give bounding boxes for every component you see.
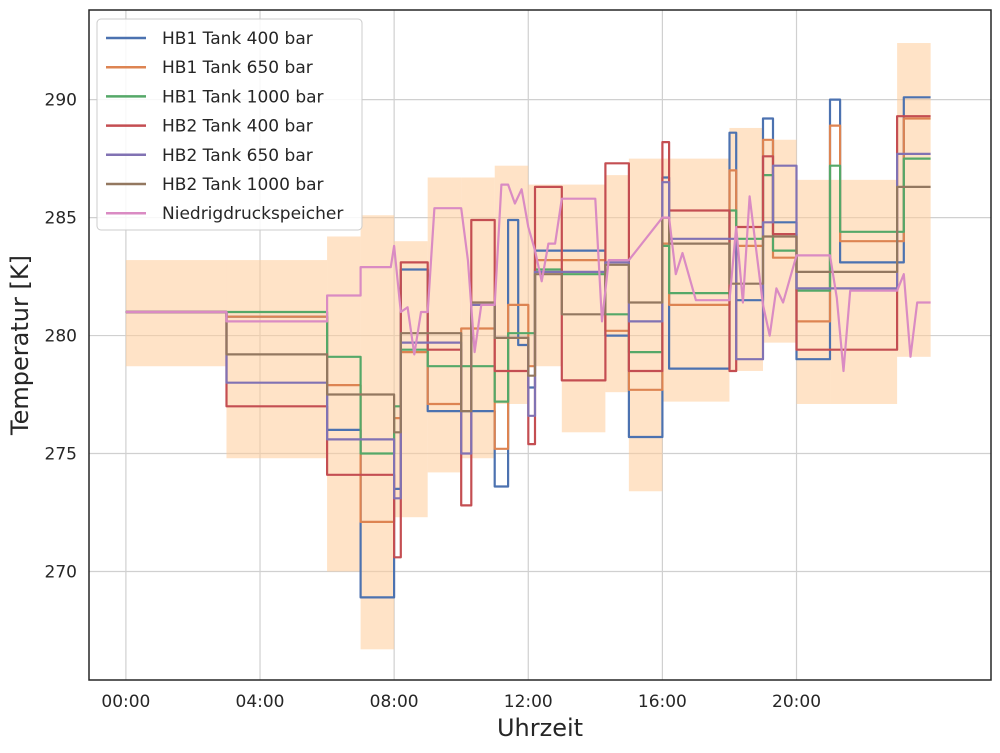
uncertainty-band (528, 184, 562, 367)
y-tick-label: 270 (45, 562, 77, 582)
uncertainty-band (561, 184, 606, 433)
y-tick-label: 285 (45, 209, 77, 229)
x-tick-label: 08:00 (370, 692, 419, 712)
y-tick-label: 280 (45, 327, 77, 347)
y-tick-label: 275 (45, 445, 77, 465)
plot-frame (88, 9, 992, 681)
uncertainty-band (605, 175, 629, 393)
uncertainty-band (327, 236, 361, 572)
x-tick-label: 16:00 (638, 692, 687, 712)
y-tick-labels: 270 275 280 285 290 (45, 91, 77, 583)
x-tick-label: 12:00 (504, 692, 553, 712)
legend-entry: Niedrigdruckspeicher (162, 204, 343, 224)
uncertainty-band (628, 158, 663, 492)
series-lines (125, 96, 931, 599)
x-tick-label: 20:00 (772, 692, 821, 712)
x-tick-labels: 00:00 04:00 08:00 12:00 16:00 20:00 (101, 692, 821, 712)
legend-entry: HB1 Tank 650 bar (162, 58, 313, 78)
uncertainty-band (830, 179, 898, 404)
uncertainty-band (662, 158, 730, 402)
legend-entry: HB2 Tank 1000 bar (162, 175, 324, 195)
x-tick-label: 04:00 (236, 692, 285, 712)
uncertainty-band (125, 260, 227, 367)
series-line-hb2-tank-1000-bar (125, 185, 931, 434)
y-axis-label: Temperatur [K] (6, 255, 34, 436)
uncertainty-band (394, 241, 428, 518)
uncertainty-band (226, 260, 328, 459)
x-tick-label: 00:00 (101, 692, 150, 712)
uncertainty-bands (125, 43, 931, 650)
legend-entry: HB1 Tank 1000 bar (162, 87, 324, 107)
uncertainty-band (897, 43, 931, 357)
uncertainty-band (796, 179, 831, 404)
y-tick-label: 290 (45, 91, 77, 111)
uncertainty-band (762, 139, 797, 343)
uncertainty-band (360, 215, 395, 650)
legend-box (96, 18, 363, 231)
x-axis-label: Uhrzeit (497, 714, 583, 742)
legend-entry: HB2 Tank 650 bar (162, 146, 313, 166)
legend-entry: HB2 Tank 400 bar (162, 117, 313, 137)
legend: HB1 Tank 400 bar HB1 Tank 650 bar HB1 Tank… (96, 18, 363, 231)
series-line-niedrigdruckspeicher (125, 183, 931, 373)
legend-entry: HB1 Tank 400 bar (162, 29, 313, 49)
